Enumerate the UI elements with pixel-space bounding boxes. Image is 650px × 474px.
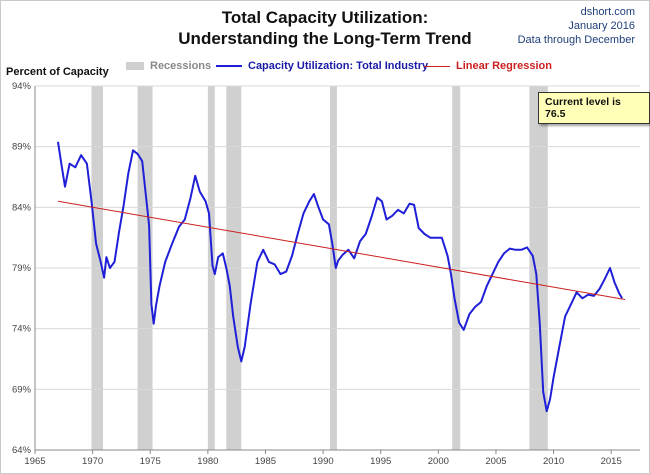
capacity-utilization-line bbox=[57, 141, 623, 413]
legend-linear-regression: Linear Regression bbox=[424, 60, 552, 72]
chart-title-line2: Understanding the Long-Term Trend bbox=[178, 29, 472, 48]
y-tick-label: 64% bbox=[12, 445, 32, 456]
legend-regression-label: Linear Regression bbox=[456, 60, 552, 72]
legend-regression-swatch bbox=[424, 65, 450, 67]
x-tick-label: 2005 bbox=[485, 456, 506, 467]
tick-labels: 64% 69% 74% 79% 84% 89% 94% 1965 1970 1975 1980 198… bbox=[12, 81, 622, 467]
credit-data-through: Data through December bbox=[517, 34, 635, 46]
linear-regression-line bbox=[57, 200, 626, 301]
legend-capacity-utilization: Capacity Utilization: Total Industry bbox=[216, 60, 428, 72]
x-tick-label: 1995 bbox=[370, 456, 391, 467]
legend-capacity-label: Capacity Utilization: Total Industry bbox=[248, 60, 429, 72]
current-level-callout: Current level is 76.5 bbox=[538, 92, 650, 124]
series-layer bbox=[57, 141, 626, 413]
credit-date: January 2016 bbox=[568, 20, 635, 32]
y-axis-label: Percent of Capacity bbox=[6, 66, 109, 78]
y-tick-label: 89% bbox=[12, 142, 32, 153]
y-tick-label: 79% bbox=[12, 263, 32, 274]
y-tick-label: 69% bbox=[12, 384, 32, 395]
chart-title-line1: Total Capacity Utilization: bbox=[221, 8, 429, 27]
y-tick-label: 74% bbox=[12, 324, 32, 335]
x-tick-label: 1975 bbox=[140, 456, 161, 467]
x-tick-label: 2015 bbox=[601, 456, 622, 467]
y-tick-label: 94% bbox=[12, 81, 32, 92]
y-tick-label: 84% bbox=[12, 202, 32, 213]
x-tick-label: 1970 bbox=[82, 456, 103, 467]
legend-recessions-label: Recessions bbox=[150, 60, 212, 72]
legend-series-swatch bbox=[216, 65, 242, 67]
x-tick-label: 2010 bbox=[543, 456, 564, 467]
x-tick-label: 1990 bbox=[313, 456, 334, 467]
x-tick-label: 2000 bbox=[428, 456, 449, 467]
legend-recessions: Recessions bbox=[126, 60, 211, 72]
x-tick-label: 1980 bbox=[197, 456, 218, 467]
x-tick-label: 1965 bbox=[24, 456, 45, 467]
x-tick-label: 1985 bbox=[255, 456, 276, 467]
credit-source: dshort.com bbox=[580, 6, 635, 18]
legend-recession-swatch bbox=[126, 62, 144, 70]
